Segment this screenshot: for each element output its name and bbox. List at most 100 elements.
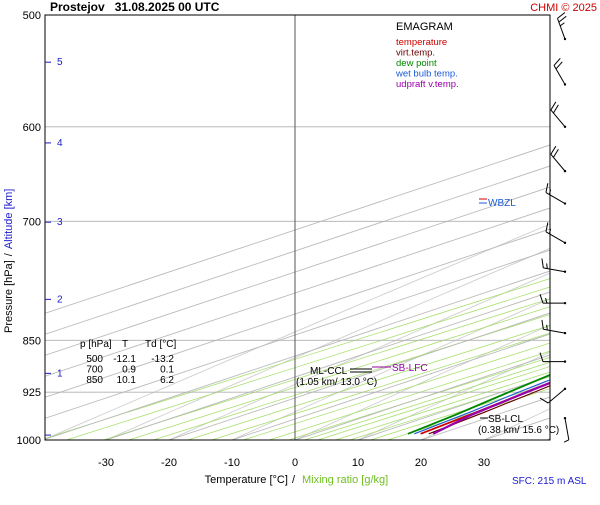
table-cell: 10.1	[117, 375, 137, 386]
isotherm	[105, 291, 550, 440]
table-header: T	[122, 339, 128, 350]
wind-barb-base	[563, 360, 567, 363]
wind-barb-base	[563, 202, 567, 205]
wind-barb	[539, 387, 567, 404]
isotherm	[45, 249, 550, 419]
mixing-ratio-line	[153, 314, 550, 440]
wind-barb	[541, 258, 567, 273]
isotherm	[294, 354, 550, 440]
wind-barb	[550, 101, 567, 128]
wind-barb	[550, 145, 567, 173]
y-tick-label: 700	[23, 216, 41, 228]
wind-barb-staff	[547, 388, 566, 404]
wind-barb-base	[563, 331, 567, 335]
table-cell: 500	[86, 354, 103, 365]
mixing-ratio-line	[187, 325, 550, 440]
isotherm	[168, 312, 550, 440]
legend-item: virt.temp.	[396, 48, 435, 59]
sb-lfc-label: SB-LFC	[392, 363, 428, 374]
wind-barb-flag	[545, 183, 549, 193]
dry-adiabat	[231, 298, 550, 440]
isotherm	[231, 333, 550, 440]
table-header: p [hPa]	[80, 339, 112, 350]
y-axis-label-altitude: Altitude [km]	[3, 189, 15, 250]
wind-barb-flag	[553, 148, 559, 158]
wind-barb	[557, 12, 567, 41]
isotherm	[45, 165, 550, 335]
table-cell: -12.1	[113, 354, 136, 365]
wind-barb	[545, 183, 567, 205]
legend-item: temperature	[396, 37, 447, 48]
sb-lcl-label: SB-LCL	[488, 414, 523, 425]
x-tick-label: -20	[161, 457, 177, 469]
wind-barb-flag	[539, 397, 549, 404]
x-tick-label: 20	[415, 457, 427, 469]
ml-ccl-sublabel: (1.05 km/ 13.0 °C)	[296, 377, 377, 388]
wind-barb-half	[546, 263, 548, 269]
wind-barb-flag	[558, 15, 567, 23]
mixing-ratio-line	[211, 332, 550, 440]
dry-adiabat	[168, 272, 550, 440]
mixing-ratio-line	[335, 371, 550, 440]
wind-barb-base	[563, 270, 567, 273]
wind-barb-half	[546, 324, 548, 331]
wind-barb-flag	[555, 61, 563, 70]
wbzl-label: WBZL	[488, 198, 516, 209]
wind-barb-half	[548, 228, 552, 234]
wind-barb	[553, 58, 567, 86]
wind-barb	[539, 294, 567, 305]
x-axis-label-separator: /	[292, 474, 296, 486]
wind-barb	[545, 222, 567, 245]
x-axis-label-temp: Temperature [°C]	[205, 474, 288, 486]
ml-ccl-label: ML-CCL	[310, 366, 348, 377]
y-tick-label: 500	[23, 10, 41, 22]
wind-barb-base	[563, 387, 567, 391]
y-axis-label-pressure: Pressure [hPa]	[3, 260, 15, 333]
altitude-tick-label: 5	[57, 57, 63, 68]
table-cell: 0.9	[122, 365, 136, 376]
dry-adiabat	[45, 223, 550, 440]
y-tick-label: 1000	[17, 435, 41, 447]
isotherm	[45, 228, 550, 398]
y-tick-label: 600	[23, 122, 41, 134]
wind-barb-flag	[553, 58, 561, 66]
x-tick-label: 10	[352, 457, 364, 469]
isotherm	[45, 144, 550, 314]
mixing-ratio-line	[317, 366, 550, 440]
wind-barb-base	[563, 169, 567, 173]
x-tick-label: 30	[478, 457, 490, 469]
wind-barb-half	[563, 439, 570, 443]
wind-barb-flag	[539, 352, 544, 362]
dry-adiabat	[105, 247, 550, 440]
mixing-ratio-line	[269, 350, 550, 440]
wind-barb-flag	[539, 294, 544, 304]
mixing-ratio-line	[243, 342, 550, 440]
surface-elevation-label: SFC: 215 m ASL	[512, 476, 587, 487]
wind-barb-half	[548, 189, 552, 195]
plot-frame	[44, 14, 551, 441]
wind-barb-half	[559, 22, 565, 27]
isotherm	[45, 207, 550, 377]
mixing-ratio-line	[128, 306, 550, 440]
altitude-tick-label: 4	[57, 138, 63, 149]
wind-barb-staff	[564, 418, 570, 440]
y-tick-label: 925	[23, 387, 41, 399]
wind-barb-base	[563, 125, 567, 128]
y-axis-label: Pressure [hPa] / Altitude [km]	[3, 189, 15, 333]
wind-barb-flag	[541, 319, 544, 330]
chart-title: Prostejov 31.08.2025 00 UTC	[50, 0, 220, 14]
legend-item: wet bulb temp.	[395, 69, 458, 80]
wind-barb-flag	[550, 101, 557, 111]
table-cell: 0.1	[160, 365, 174, 376]
wind-barb-flag	[550, 145, 557, 155]
wind-barb-base	[563, 83, 567, 86]
table-cell: 850	[86, 375, 103, 386]
wind-barb-half	[545, 298, 548, 304]
mixing-ratio-line	[45, 278, 550, 439]
x-tick-label: -10	[224, 457, 240, 469]
y-tick-label: 850	[23, 335, 41, 347]
mixing-ratio-line	[103, 298, 550, 440]
altitude-tick-label: 2	[57, 294, 63, 305]
diagram-name: EMAGRAM	[396, 21, 453, 33]
